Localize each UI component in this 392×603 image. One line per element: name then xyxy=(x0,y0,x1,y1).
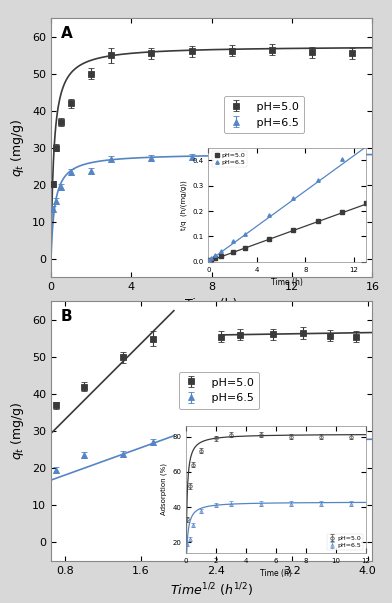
Y-axis label: $q_t$ (mg/g): $q_t$ (mg/g) xyxy=(9,118,26,177)
Y-axis label: $q_t$ (mg/g): $q_t$ (mg/g) xyxy=(9,402,26,461)
X-axis label: Time (h): Time (h) xyxy=(185,298,238,311)
Text: A: A xyxy=(61,26,73,41)
Text: B: B xyxy=(61,309,72,324)
Legend:    pH=5.0,    pH=6.5: pH=5.0, pH=6.5 xyxy=(224,96,304,133)
X-axis label: $Time^{1/2}$ ($h^{1/2}$): $Time^{1/2}$ ($h^{1/2}$) xyxy=(170,581,253,599)
Legend:    pH=5.0,    pH=6.5: pH=5.0, pH=6.5 xyxy=(179,372,260,409)
